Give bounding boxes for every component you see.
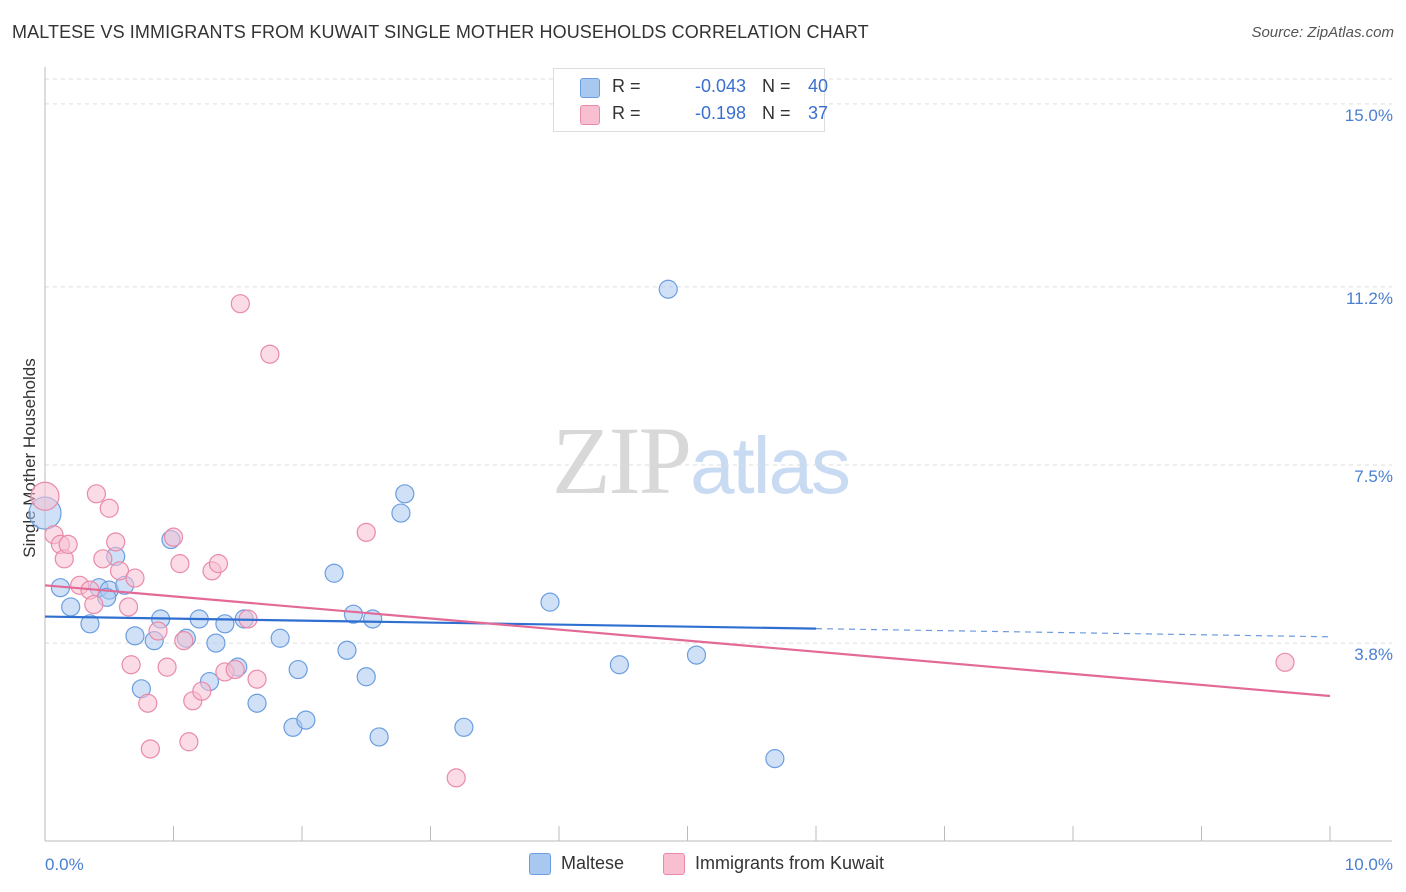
x-tick-label: 10.0% xyxy=(1345,855,1393,874)
r-label: R = xyxy=(612,76,641,96)
kuwait-point xyxy=(86,484,107,504)
maltese-point xyxy=(658,279,678,299)
kuwait-trend-line xyxy=(44,584,1331,698)
n-label: N = xyxy=(762,76,791,96)
maltese-point xyxy=(609,655,629,675)
maltese-trend-extension xyxy=(815,628,1331,638)
maltese-point xyxy=(296,710,316,730)
r-value: -0.198 xyxy=(694,103,746,123)
y-tick-label: 11.2% xyxy=(1346,289,1393,308)
kuwait-point xyxy=(356,522,376,542)
maltese-trend-line xyxy=(44,615,817,630)
kuwait-point xyxy=(125,568,145,588)
kuwait-point xyxy=(446,768,466,788)
kuwait-point xyxy=(106,532,126,552)
kuwait-point xyxy=(230,294,250,314)
kuwait-point xyxy=(163,527,184,547)
maltese-point xyxy=(356,667,376,687)
maltese-point xyxy=(125,626,145,646)
kuwait-point xyxy=(179,732,199,752)
kuwait-point xyxy=(58,534,78,554)
kuwait-point xyxy=(93,549,113,569)
maltese-point xyxy=(61,597,81,617)
maltese-point xyxy=(395,484,415,504)
kuwait-point xyxy=(157,657,177,677)
maltese-point xyxy=(80,614,100,634)
kuwait-point xyxy=(140,739,160,759)
watermark: ZIPatlas xyxy=(552,405,851,516)
n-label: N = xyxy=(762,103,791,123)
maltese-point xyxy=(686,645,707,665)
source-label: Source: ZipAtlas.com xyxy=(1251,24,1394,41)
kuwait-point xyxy=(121,655,141,675)
kuwait-point xyxy=(138,693,158,713)
stats-box: R = -0.043 N = 40 R = -0.198 N = 37 xyxy=(553,68,828,132)
kuwait-point xyxy=(148,621,168,641)
n-value: 37 xyxy=(807,103,828,123)
kuwait-point xyxy=(118,597,139,617)
kuwait-point xyxy=(109,561,130,581)
maltese-swatch xyxy=(580,78,600,98)
chart-title: MALTESE VS IMMIGRANTS FROM KUWAIT SINGLE… xyxy=(12,22,869,42)
watermark-zip: ZIP xyxy=(552,407,692,514)
kuwait-point xyxy=(1275,652,1295,672)
kuwait-point xyxy=(192,681,212,701)
maltese-point xyxy=(337,640,357,660)
kuwait-point xyxy=(260,344,280,364)
watermark-atlas: atlas xyxy=(690,421,851,510)
legend-swatch-maltese xyxy=(529,853,551,875)
maltese-point xyxy=(288,659,308,680)
legend-label-kuwait: Immigrants from Kuwait xyxy=(695,853,885,873)
maltese-point xyxy=(369,727,389,747)
kuwait-point xyxy=(99,498,119,518)
maltese-point xyxy=(765,749,785,769)
kuwait-point xyxy=(247,669,267,689)
kuwait-point xyxy=(174,631,194,651)
y-tick-label: 7.5% xyxy=(1354,467,1393,486)
kuwait-point xyxy=(30,481,60,511)
maltese-point xyxy=(324,563,344,583)
maltese-point xyxy=(343,604,363,624)
legend-label-maltese: Maltese xyxy=(561,853,625,873)
kuwait-swatch xyxy=(580,105,600,125)
maltese-point xyxy=(391,503,411,523)
r-value: -0.043 xyxy=(694,76,746,96)
r-label: R = xyxy=(612,103,641,123)
kuwait-point xyxy=(84,594,104,615)
maltese-point xyxy=(270,628,290,648)
maltese-point xyxy=(215,614,235,634)
maltese-point xyxy=(247,693,267,713)
kuwait-point xyxy=(225,659,245,680)
legend-swatch-kuwait xyxy=(663,853,685,875)
x-tick-label: 0.0% xyxy=(45,855,84,874)
maltese-point xyxy=(540,592,560,612)
y-tick-label: 15.0% xyxy=(1345,106,1393,125)
kuwait-point xyxy=(170,554,190,574)
maltese-point xyxy=(206,633,226,653)
n-value: 40 xyxy=(807,76,828,96)
y-tick-label: 3.8% xyxy=(1354,645,1393,664)
maltese-point xyxy=(454,717,474,737)
kuwait-point xyxy=(208,554,229,574)
